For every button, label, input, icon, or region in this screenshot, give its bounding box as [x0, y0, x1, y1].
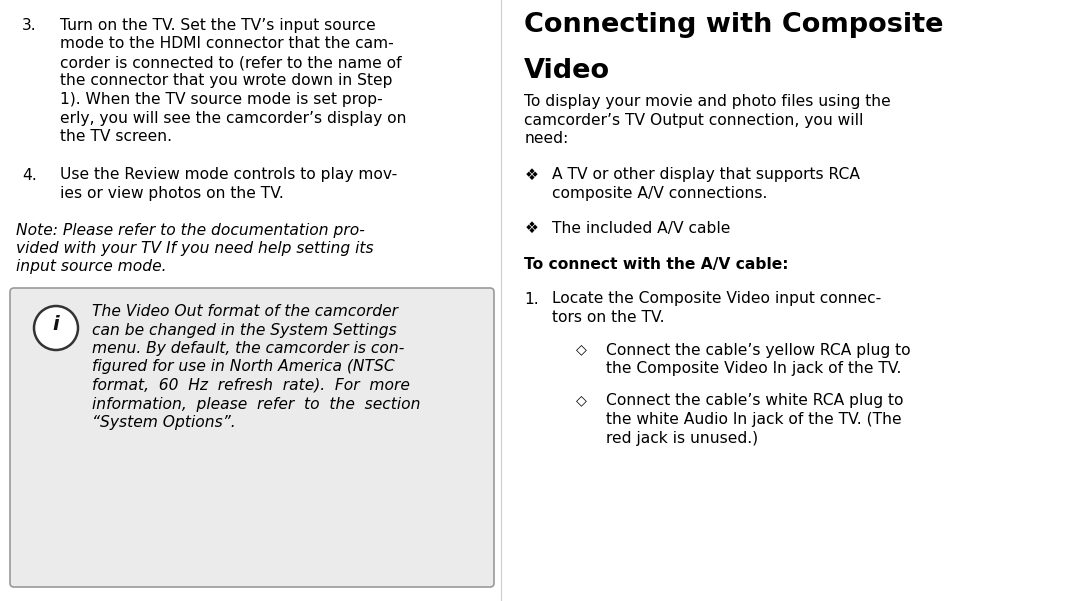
Text: vided with your TV If you need help setting its: vided with your TV If you need help sett… — [16, 241, 373, 256]
Text: the TV screen.: the TV screen. — [60, 129, 172, 144]
Text: need:: need: — [524, 131, 568, 146]
Text: A TV or other display that supports RCA: A TV or other display that supports RCA — [552, 168, 860, 183]
Text: information,  please  refer  to  the  section: information, please refer to the section — [92, 397, 421, 412]
FancyBboxPatch shape — [10, 288, 494, 587]
Text: Locate the Composite Video input connec-: Locate the Composite Video input connec- — [552, 291, 882, 307]
Text: 4.: 4. — [22, 168, 36, 183]
Text: corder is connected to (refer to the name of: corder is connected to (refer to the nam… — [60, 55, 401, 70]
Text: erly, you will see the camcorder’s display on: erly, you will see the camcorder’s displ… — [60, 111, 407, 126]
Text: red jack is unused.): red jack is unused.) — [607, 430, 759, 445]
Text: can be changed in the System Settings: can be changed in the System Settings — [92, 323, 397, 338]
Text: mode to the HDMI connector that the cam-: mode to the HDMI connector that the cam- — [60, 37, 394, 52]
Text: “System Options”.: “System Options”. — [92, 415, 235, 430]
Text: the white Audio In jack of the TV. (The: the white Audio In jack of the TV. (The — [607, 412, 902, 427]
Text: ies or view photos on the TV.: ies or view photos on the TV. — [60, 186, 284, 201]
Text: input source mode.: input source mode. — [16, 260, 167, 275]
Text: the Composite Video In jack of the TV.: the Composite Video In jack of the TV. — [607, 361, 902, 376]
Text: 1). When the TV source mode is set prop-: 1). When the TV source mode is set prop- — [60, 92, 383, 107]
Text: Connecting with Composite: Connecting with Composite — [524, 12, 944, 38]
Text: the connector that you wrote down in Step: the connector that you wrote down in Ste… — [60, 73, 393, 88]
Circle shape — [34, 306, 78, 350]
Text: ❖: ❖ — [524, 168, 538, 183]
Text: To connect with the A/V cable:: To connect with the A/V cable: — [524, 257, 789, 272]
Text: 1.: 1. — [524, 291, 539, 307]
Text: format,  60  Hz  refresh  rate).  For  more: format, 60 Hz refresh rate). For more — [92, 378, 410, 393]
Text: Video: Video — [524, 58, 610, 84]
Text: composite A/V connections.: composite A/V connections. — [552, 186, 767, 201]
Text: menu. By default, the camcorder is con-: menu. By default, the camcorder is con- — [92, 341, 404, 356]
Text: 3.: 3. — [22, 18, 36, 33]
Text: The included A/V cable: The included A/V cable — [552, 221, 731, 236]
Text: ◇: ◇ — [577, 343, 587, 356]
Text: Connect the cable’s yellow RCA plug to: Connect the cable’s yellow RCA plug to — [607, 343, 911, 358]
Text: i: i — [52, 316, 59, 335]
Text: tors on the TV.: tors on the TV. — [552, 310, 664, 325]
Text: Note: Please refer to the documentation pro-: Note: Please refer to the documentation … — [16, 222, 365, 237]
Text: Use the Review mode controls to play mov-: Use the Review mode controls to play mov… — [60, 168, 397, 183]
Text: Turn on the TV. Set the TV’s input source: Turn on the TV. Set the TV’s input sourc… — [60, 18, 376, 33]
Text: ◇: ◇ — [577, 394, 587, 407]
Text: ❖: ❖ — [524, 221, 538, 236]
Text: figured for use in North America (NTSC: figured for use in North America (NTSC — [92, 359, 395, 374]
Text: Connect the cable’s white RCA plug to: Connect the cable’s white RCA plug to — [607, 394, 904, 409]
Text: camcorder’s TV Output connection, you will: camcorder’s TV Output connection, you wi… — [524, 112, 863, 127]
Text: The Video Out format of the camcorder: The Video Out format of the camcorder — [92, 304, 398, 319]
Text: To display your movie and photo files using the: To display your movie and photo files us… — [524, 94, 891, 109]
